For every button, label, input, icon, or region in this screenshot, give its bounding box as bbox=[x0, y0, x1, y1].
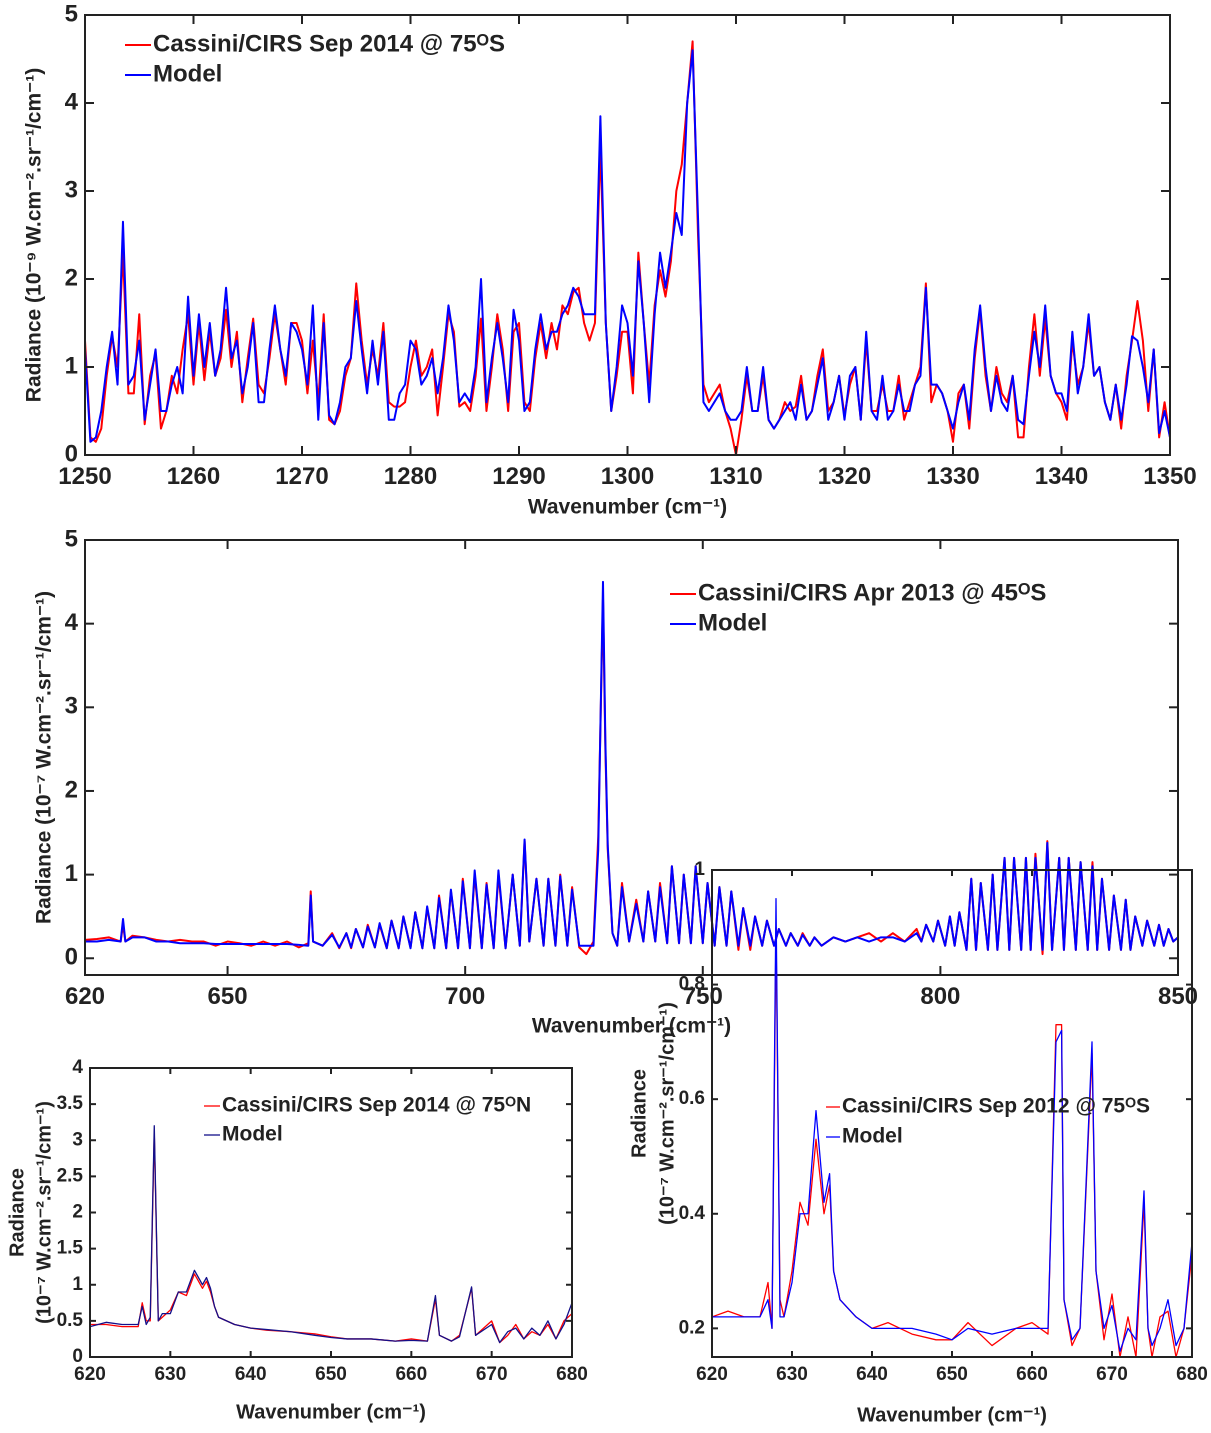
x-tick-label: 680 bbox=[1176, 1364, 1208, 1385]
legend-label: Cassini/CIRS Sep 2014 @ 75ᴼS bbox=[153, 30, 505, 57]
panel: 620 630 640 650 660 670 680 0.2 0.4 0.6 0.8 1 Wavenu… bbox=[628, 859, 1208, 1426]
axes-box bbox=[84, 539, 1179, 976]
series-line bbox=[90, 1125, 572, 1344]
x-tick-label: 1280 bbox=[384, 463, 437, 490]
panel: 1250 1260 1270 1280 1290 1300 1310 1320 1330 1340… bbox=[23, 0, 1197, 518]
x-tick-label: 660 bbox=[1016, 1364, 1048, 1385]
y-tick-label: 0.2 bbox=[679, 1317, 705, 1338]
y-tick-label: 1.5 bbox=[57, 1238, 84, 1259]
series-line bbox=[85, 49, 1170, 443]
y-tick-label: 0.8 bbox=[679, 974, 705, 995]
x-tick-label: 620 bbox=[74, 1364, 106, 1385]
x-tick-label: 1320 bbox=[818, 463, 871, 490]
series-line bbox=[712, 898, 1192, 1352]
series-line bbox=[712, 926, 1192, 1357]
x-tick-label: 1350 bbox=[1143, 463, 1196, 490]
x-tick-label: 650 bbox=[936, 1364, 968, 1385]
x-axis-label: Wavenumber (cm⁻¹) bbox=[236, 1401, 426, 1423]
y-tick-label: 1 bbox=[65, 352, 78, 379]
x-tick-label: 650 bbox=[208, 983, 248, 1010]
y-axis-label: (10⁻⁷ W.cm⁻².sr⁻¹/cm⁻¹) bbox=[656, 1002, 678, 1225]
y-tick-label: 1 bbox=[694, 859, 705, 880]
y-tick-label: 3.5 bbox=[57, 1093, 84, 1114]
x-tick-label: 650 bbox=[315, 1364, 347, 1385]
series-line bbox=[85, 40, 1170, 455]
x-tick-label: 1330 bbox=[926, 463, 979, 490]
y-axis-label: Radiance (10⁻⁹ W.cm⁻².sr⁻¹/cm⁻¹) bbox=[23, 68, 46, 402]
x-axis-label: Wavenumber (cm⁻¹) bbox=[528, 496, 727, 519]
series-line bbox=[90, 1132, 572, 1344]
x-tick-label: 750 bbox=[683, 983, 723, 1010]
y-tick-label: 0.5 bbox=[57, 1310, 84, 1331]
y-tick-label: 1 bbox=[72, 1274, 83, 1295]
y-tick-label: 0 bbox=[65, 440, 78, 467]
x-tick-label: 1310 bbox=[709, 463, 762, 490]
axes-box bbox=[84, 14, 1171, 456]
x-tick-label: 640 bbox=[235, 1364, 267, 1385]
x-tick-label: 1270 bbox=[275, 463, 328, 490]
panel: 620 630 640 650 660 670 680 0 0.5 1 1.5 2 2.5 3 3.5 4 Wa… bbox=[6, 1057, 588, 1423]
y-tick-label: 4 bbox=[72, 1057, 83, 1078]
x-tick-label: 1250 bbox=[58, 463, 111, 490]
legend-label: Model bbox=[842, 1125, 903, 1148]
y-tick-label: 0.4 bbox=[679, 1203, 706, 1224]
legend-label: Model bbox=[698, 609, 767, 636]
y-tick-label: 4 bbox=[65, 88, 79, 115]
y-axis-label: (10⁻⁷ W.cm⁻².sr⁻¹/cm⁻¹) bbox=[33, 1101, 55, 1324]
x-tick-label: 640 bbox=[856, 1364, 888, 1385]
x-axis-label: Wavenumber (cm⁻¹) bbox=[532, 1015, 731, 1038]
x-tick-label: 630 bbox=[154, 1364, 186, 1385]
series-line bbox=[85, 580, 1178, 951]
x-tick-label: 630 bbox=[776, 1364, 808, 1385]
legend-label: Cassini/CIRS Sep 2012 @ 75ᴼS bbox=[842, 1095, 1150, 1118]
y-tick-label: 3 bbox=[72, 1129, 83, 1150]
x-tick-label: 1300 bbox=[601, 463, 654, 490]
legend-label: Model bbox=[222, 1123, 283, 1146]
y-tick-label: 0 bbox=[72, 1346, 83, 1367]
y-tick-label: 2 bbox=[72, 1202, 83, 1223]
legend-label: Cassini/CIRS Sep 2014 @ 75ᴼN bbox=[222, 1094, 531, 1117]
x-tick-label: 670 bbox=[1096, 1364, 1128, 1385]
x-tick-label: 670 bbox=[476, 1364, 508, 1385]
y-tick-label: 2 bbox=[65, 776, 78, 803]
y-tick-label: 3 bbox=[65, 693, 78, 720]
y-tick-label: 3 bbox=[65, 176, 78, 203]
x-axis-label: Wavenumber (cm⁻¹) bbox=[857, 1404, 1047, 1426]
x-tick-label: 620 bbox=[65, 983, 105, 1010]
y-tick-label: 5 bbox=[65, 525, 78, 552]
y-axis-label: Radiance bbox=[628, 1069, 650, 1158]
x-tick-label: 1290 bbox=[492, 463, 545, 490]
y-tick-label: 1 bbox=[65, 860, 78, 887]
x-tick-label: 1260 bbox=[167, 463, 220, 490]
x-tick-label: 800 bbox=[920, 983, 960, 1010]
x-tick-label: 700 bbox=[445, 983, 485, 1010]
legend-label: Cassini/CIRS Apr 2013 @ 45ᴼS bbox=[698, 579, 1046, 606]
series-line bbox=[85, 597, 1178, 956]
y-tick-label: 2 bbox=[65, 264, 78, 291]
x-tick-label: 680 bbox=[556, 1364, 588, 1385]
legend-label: Model bbox=[153, 60, 222, 87]
x-tick-label: 620 bbox=[696, 1364, 728, 1385]
y-tick-label: 0 bbox=[65, 944, 78, 971]
x-tick-label: 660 bbox=[395, 1364, 427, 1385]
x-tick-label: 1340 bbox=[1035, 463, 1088, 490]
y-tick-label: 2.5 bbox=[57, 1165, 84, 1186]
y-axis-label: Radiance bbox=[6, 1168, 28, 1257]
y-tick-label: 0.6 bbox=[679, 1088, 705, 1109]
y-tick-label: 5 bbox=[65, 0, 78, 27]
y-tick-label: 4 bbox=[65, 609, 79, 636]
y-axis-label: Radiance (10⁻⁷ W.cm⁻².sr⁻¹/cm⁻¹) bbox=[33, 591, 56, 924]
